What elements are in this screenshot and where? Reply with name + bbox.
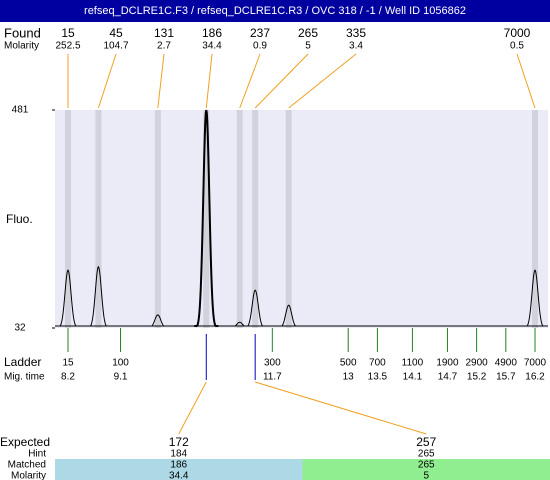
header-bar bbox=[0, 0, 550, 22]
plot-area bbox=[55, 110, 548, 328]
peak-band bbox=[154, 110, 161, 328]
found-value: 186 bbox=[202, 26, 222, 40]
found-value: 335 bbox=[346, 26, 366, 40]
molarity-value: 0.9 bbox=[253, 41, 267, 52]
matched-band bbox=[55, 459, 303, 480]
matched-molarity: 34.4 bbox=[169, 471, 189, 480]
ladder-value: 300 bbox=[264, 358, 281, 369]
ladder-value: 500 bbox=[340, 358, 357, 369]
matched-molarity-label: Molarity bbox=[11, 471, 46, 480]
trace-peak bbox=[243, 289, 268, 327]
ladder-value: 2900 bbox=[466, 358, 489, 369]
peak-band bbox=[252, 110, 259, 328]
y-tick-label: 32 bbox=[14, 323, 26, 334]
connector bbox=[254, 53, 309, 109]
ladder-value: 100 bbox=[112, 358, 129, 369]
molarity-value: 5 bbox=[305, 41, 311, 52]
found-value: 7000 bbox=[504, 26, 531, 40]
trace-peak bbox=[276, 304, 301, 327]
connector bbox=[239, 53, 261, 109]
connector bbox=[516, 53, 536, 109]
y-axis-label: Fluo. bbox=[6, 212, 33, 226]
peak-band bbox=[203, 110, 210, 328]
connector bbox=[157, 53, 165, 109]
found-value: 45 bbox=[109, 26, 123, 40]
molarity-value: 34.4 bbox=[202, 41, 222, 52]
mig-time-label: Mig. time bbox=[4, 372, 45, 383]
matched-band bbox=[302, 459, 550, 480]
found-value: 237 bbox=[250, 26, 270, 40]
matched-value: 186 bbox=[170, 460, 187, 471]
trace-peak bbox=[56, 269, 80, 327]
ladder-value: 700 bbox=[369, 358, 386, 369]
found-value: 131 bbox=[154, 26, 174, 40]
ladder-value: 1100 bbox=[402, 358, 424, 369]
hint-value: 184 bbox=[170, 449, 187, 460]
mig-time-value: 15.7 bbox=[496, 372, 516, 383]
trace-peak bbox=[145, 314, 170, 327]
matched-connector bbox=[255, 381, 427, 435]
matched-molarity: 5 bbox=[423, 471, 429, 480]
molarity-value: 104.7 bbox=[103, 41, 128, 52]
ladder-label: Ladder bbox=[4, 355, 41, 369]
mig-time-value: 13.5 bbox=[368, 372, 388, 383]
ladder-value: 1900 bbox=[436, 358, 459, 369]
trace-peak bbox=[86, 265, 111, 327]
mig-time-value: 14.1 bbox=[403, 372, 423, 383]
molarity-value: 0.5 bbox=[510, 41, 524, 52]
molarity-value: 252.5 bbox=[55, 41, 80, 52]
found-value: 265 bbox=[298, 26, 318, 40]
expected-label: Expected bbox=[0, 435, 50, 449]
y-tick-label: 481 bbox=[12, 105, 29, 116]
matched-value: 265 bbox=[418, 460, 435, 471]
mig-time-value: 16.2 bbox=[525, 372, 545, 383]
mig-time-value: 8.2 bbox=[61, 372, 75, 383]
ladder-value: 7000 bbox=[524, 358, 547, 369]
matched-connector bbox=[178, 381, 207, 435]
peak-band bbox=[285, 110, 292, 328]
molarity-value: 3.4 bbox=[349, 41, 363, 52]
expected-value: 257 bbox=[416, 435, 436, 449]
matched-label: Matched bbox=[8, 460, 46, 471]
found-value: 15 bbox=[61, 26, 75, 40]
hint-label: Hint bbox=[28, 449, 46, 460]
molarity-value: 2.7 bbox=[157, 41, 171, 52]
ladder-value: 15 bbox=[62, 358, 74, 369]
mig-time-value: 9.1 bbox=[114, 372, 128, 383]
chart-title: refseq_DCLRE1C.F3 / refseq_DCLRE1C.R3 / … bbox=[84, 5, 466, 17]
mig-time-value: 14.7 bbox=[438, 372, 458, 383]
expected-value: 172 bbox=[169, 435, 189, 449]
mig-time-value: 15.2 bbox=[467, 372, 487, 383]
connector bbox=[288, 53, 357, 109]
trace-peak bbox=[194, 109, 219, 327]
trace-peak bbox=[523, 269, 547, 327]
found-label: Found bbox=[4, 25, 41, 40]
connector bbox=[97, 53, 117, 109]
peak-band bbox=[236, 110, 243, 328]
molarity-label: Molarity bbox=[4, 41, 39, 52]
connector bbox=[205, 53, 213, 109]
ladder-value: 4900 bbox=[495, 358, 518, 369]
hint-value: 265 bbox=[418, 449, 435, 460]
peak-band bbox=[532, 110, 538, 328]
mig-time-value: 11.7 bbox=[263, 372, 282, 383]
peak-band bbox=[95, 110, 102, 328]
peak-band bbox=[65, 110, 71, 328]
mig-time-value: 13 bbox=[343, 372, 355, 383]
